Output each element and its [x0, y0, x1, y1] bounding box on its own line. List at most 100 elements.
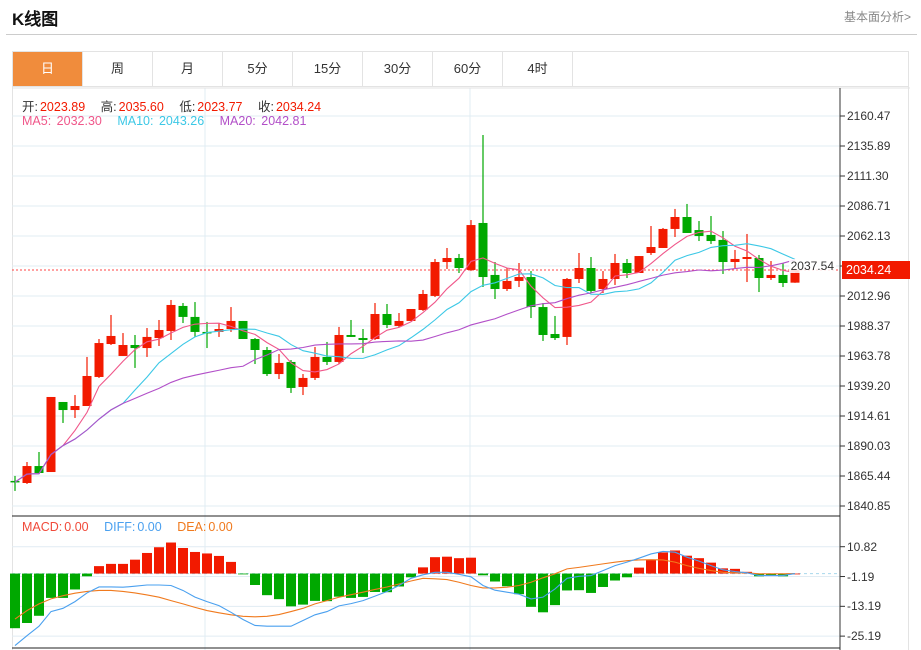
- candle-up: [790, 270, 800, 283]
- y-tick-label: 1865.44: [847, 468, 891, 483]
- macd-bar: [478, 573, 488, 576]
- macd-bar: [34, 573, 44, 616]
- ma10-label: MA10:: [117, 114, 154, 128]
- tab-week[interactable]: 周: [83, 52, 153, 86]
- candle-down: [622, 262, 632, 274]
- ma5-value: 2032.30: [56, 114, 102, 128]
- macd-bar: [202, 553, 212, 574]
- macd-bar: [418, 567, 428, 574]
- macd-bar: [178, 547, 188, 574]
- macd-bar: [70, 573, 80, 590]
- macd-bar: [166, 542, 176, 574]
- candle-up: [274, 362, 284, 375]
- high-value: 2035.60: [118, 100, 164, 114]
- candle-down: [58, 401, 68, 411]
- macd-bar: [766, 573, 776, 576]
- macd-bar: [574, 573, 584, 591]
- tab-60min[interactable]: 60分: [433, 52, 503, 86]
- candle-down: [34, 466, 44, 473]
- macd-bar: [502, 573, 512, 587]
- close-value: 2034.24: [275, 100, 322, 114]
- macd-bar: [226, 561, 236, 574]
- candle-down: [358, 338, 368, 340]
- diff-line: [14, 550, 796, 647]
- macd-bar: [538, 573, 548, 613]
- candle-up: [430, 262, 440, 296]
- macd-bar: [10, 573, 20, 629]
- macd-bar: [334, 573, 344, 597]
- candle-down: [550, 334, 560, 339]
- candle-up: [166, 304, 176, 331]
- candle-down: [526, 277, 536, 308]
- candle-down: [322, 356, 332, 362]
- macd-bar: [262, 573, 272, 596]
- candle-up: [574, 268, 584, 279]
- y-tick-label: 1840.85: [847, 499, 891, 513]
- candle-up: [610, 262, 620, 279]
- macd-bar: [106, 563, 116, 574]
- macd-bar: [442, 556, 452, 574]
- macd-bar: [310, 573, 320, 601]
- candle-up: [118, 344, 128, 356]
- y-tick-label: 1939.20: [847, 378, 891, 393]
- ma10-line: [14, 243, 796, 483]
- candle-up: [70, 406, 80, 411]
- macd-bar: [154, 547, 164, 574]
- macd-bar: [430, 557, 440, 574]
- candle-down: [178, 305, 188, 317]
- macd-bar: [346, 573, 356, 598]
- candle-up: [94, 343, 104, 377]
- macd-bar: [238, 573, 248, 575]
- high-label: 高:: [100, 100, 117, 114]
- macd-bar: [778, 573, 788, 577]
- candle-up: [106, 335, 116, 345]
- y-tick-label: 2111.30: [847, 168, 889, 183]
- macd-bar: [598, 573, 608, 587]
- fundamental-analysis-link[interactable]: 基本面分析>: [843, 10, 911, 24]
- macd-bar: [622, 573, 632, 578]
- macd-bar: [358, 573, 368, 597]
- candle-up: [466, 225, 476, 270]
- candle-down: [262, 349, 272, 375]
- candle-up: [442, 257, 452, 263]
- candle-up: [82, 375, 92, 407]
- macd-bar: [658, 552, 668, 574]
- candle-up: [418, 293, 428, 310]
- y-tick-label: 2086.71: [847, 199, 891, 213]
- candle-up: [634, 256, 644, 274]
- macd-bar: [562, 573, 572, 591]
- candle-up: [154, 329, 164, 339]
- candle-up: [742, 257, 752, 259]
- candle-down: [382, 314, 392, 325]
- page-title: K线图: [12, 10, 59, 29]
- macd-bar: [682, 555, 692, 574]
- tab-30min[interactable]: 30分: [363, 52, 433, 86]
- candle-down: [346, 334, 356, 337]
- macd-bar: [754, 573, 764, 577]
- candle-up: [670, 216, 680, 229]
- macd-bar: [526, 573, 536, 607]
- open-label: 开:: [22, 100, 38, 114]
- tab-month[interactable]: 月: [153, 52, 223, 86]
- macd-bar: [46, 573, 56, 598]
- tab-5min[interactable]: 5分: [223, 52, 293, 86]
- macd-bar: [490, 573, 500, 582]
- tab-15min[interactable]: 15分: [293, 52, 363, 86]
- diff-value: 0.00: [137, 520, 162, 534]
- candle-down: [478, 222, 488, 278]
- macd-bar: [22, 573, 32, 623]
- macd-bar: [130, 559, 140, 574]
- macd-label: MACD:: [22, 520, 63, 534]
- macd-bar: [190, 551, 200, 574]
- macd-bar: [610, 573, 620, 581]
- candle-up: [730, 258, 740, 263]
- tab-day[interactable]: 日: [13, 52, 83, 86]
- candle-up: [226, 320, 236, 330]
- candle-down: [718, 239, 728, 263]
- macd-bar: [82, 573, 92, 577]
- tab-4hour[interactable]: 4时: [503, 52, 573, 86]
- y-tick-label: 2160.47: [847, 109, 891, 123]
- macd-y-tick-label: 10.82: [847, 539, 878, 554]
- y-tick-label: 1963.78: [847, 349, 891, 363]
